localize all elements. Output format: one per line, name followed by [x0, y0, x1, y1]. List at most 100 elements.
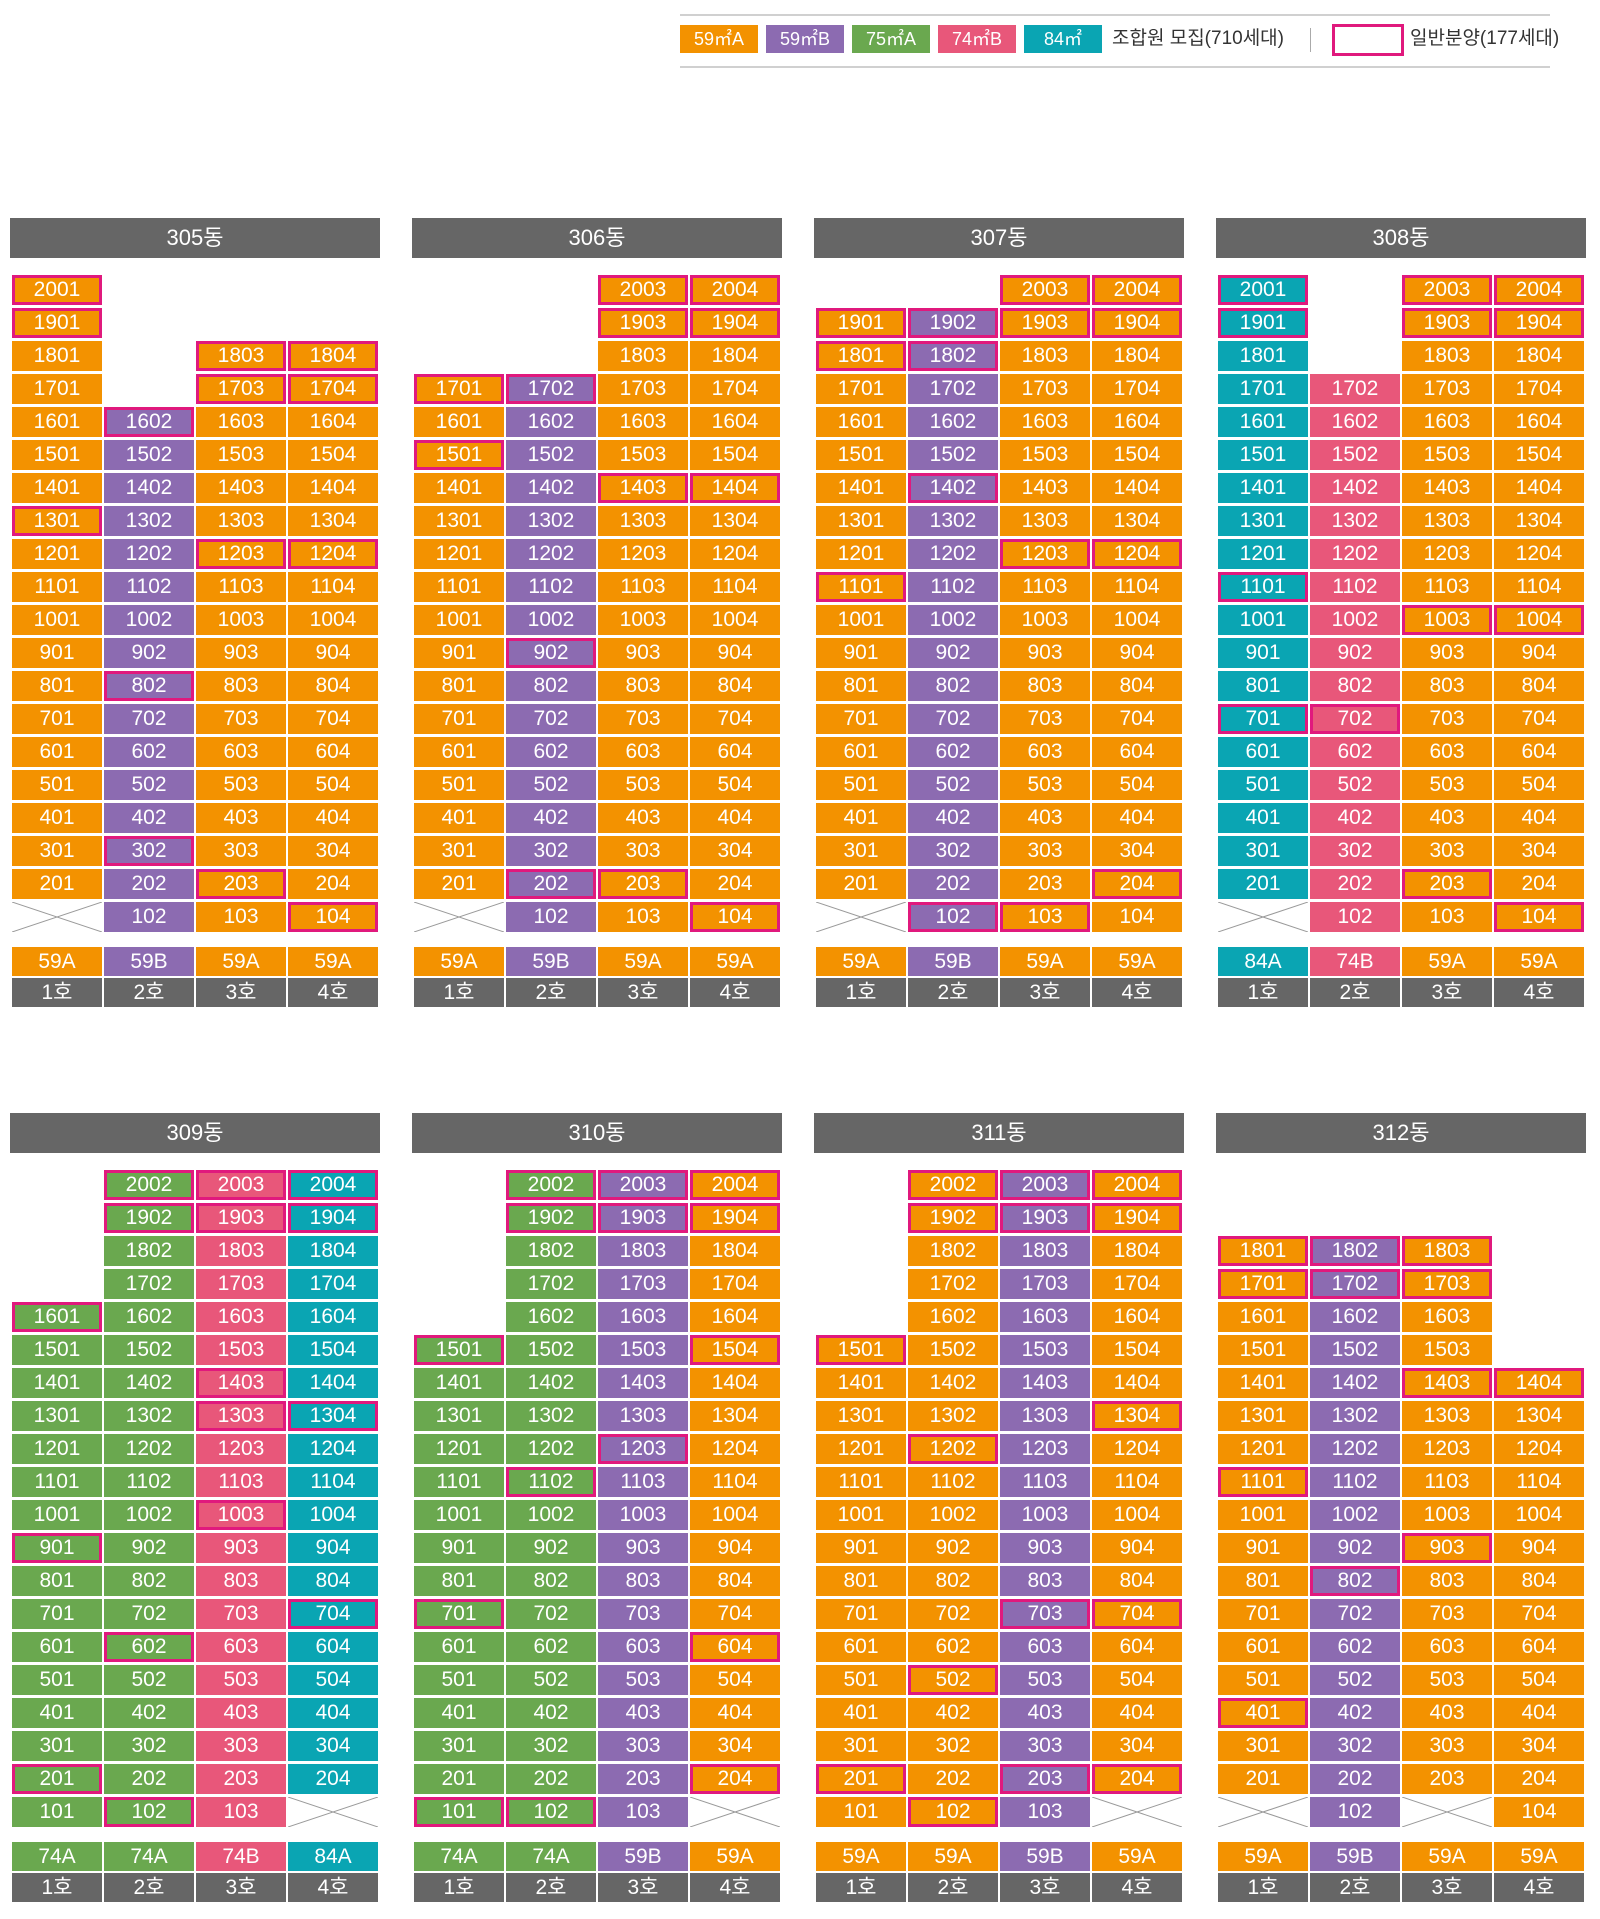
unit-cell-1201: 1201 — [12, 1434, 102, 1464]
unit-cell-1303: 1303 — [1402, 506, 1492, 536]
unit-cell-1802: 1802 — [506, 1236, 596, 1266]
unit-cell-203: 203 — [1000, 1764, 1090, 1794]
unit-cell-1402: 1402 — [506, 473, 596, 503]
unit-cell-603: 603 — [1000, 1632, 1090, 1662]
unit-cell-104: 104 — [1494, 1797, 1584, 1827]
unit-cell-904: 904 — [1092, 1533, 1182, 1563]
unit-cell-302: 302 — [1310, 1731, 1400, 1761]
unit-cell-1703: 1703 — [598, 374, 688, 404]
unit-type-label: 59A — [1402, 947, 1492, 976]
unit-cell-1704: 1704 — [1494, 374, 1584, 404]
unit-cell-704: 704 — [1494, 704, 1584, 734]
unit-cell-401: 401 — [12, 1698, 102, 1728]
unit-cell-1601: 1601 — [12, 1302, 102, 1332]
unit-number-label: 1호 — [414, 978, 504, 1007]
unit-cell-1104: 1104 — [1092, 572, 1182, 602]
unit-cell-103: 103 — [598, 1797, 688, 1827]
unit-cell-403: 403 — [1402, 803, 1492, 833]
unit-number-label: 4호 — [690, 1873, 780, 1902]
unit-cell-901: 901 — [1218, 638, 1308, 668]
unit-cell-602: 602 — [506, 737, 596, 767]
unit-cell-204: 204 — [288, 869, 378, 899]
unit-cell-1003: 1003 — [598, 1500, 688, 1530]
unit-cell-102: 102 — [908, 902, 998, 932]
unit-cell-903: 903 — [1402, 1533, 1492, 1563]
unit-cell-401: 401 — [816, 1698, 906, 1728]
unit-cell-1104: 1104 — [690, 1467, 780, 1497]
unit-cell-2004: 2004 — [690, 1170, 780, 1200]
unit-cell-1604: 1604 — [1092, 407, 1182, 437]
unit-cell-804: 804 — [690, 671, 780, 701]
unit-cell-1904: 1904 — [690, 308, 780, 338]
unit-cell-604: 604 — [288, 737, 378, 767]
unit-cell-402: 402 — [104, 803, 194, 833]
unit-cell-1202: 1202 — [908, 1434, 998, 1464]
unit-cell-402: 402 — [1310, 1698, 1400, 1728]
unit-cell-503: 503 — [1402, 1665, 1492, 1695]
unit-number-label: 3호 — [1402, 978, 1492, 1007]
unit-cell-1402: 1402 — [104, 473, 194, 503]
unit-cell-1403: 1403 — [1402, 1368, 1492, 1398]
no-unit-cross-icon — [287, 1796, 379, 1828]
unit-cell-204: 204 — [1092, 1764, 1182, 1794]
legend-union-label: 조합원 모집(710세대) — [1112, 28, 1284, 49]
unit-cell-1203: 1203 — [1402, 539, 1492, 569]
unit-cell-204: 204 — [1092, 869, 1182, 899]
unit-cell-1504: 1504 — [1494, 440, 1584, 470]
unit-cell-1604: 1604 — [288, 1302, 378, 1332]
unit-number-label: 4호 — [1494, 1873, 1584, 1902]
unit-cell-702: 702 — [506, 704, 596, 734]
unit-cell-1304: 1304 — [288, 1401, 378, 1431]
unit-cell-1104: 1104 — [690, 572, 780, 602]
no-unit-cross-icon — [1401, 1796, 1493, 1828]
unit-cell-1401: 1401 — [1218, 1368, 1308, 1398]
unit-cell-1602: 1602 — [1310, 407, 1400, 437]
unit-cell-1604: 1604 — [690, 1302, 780, 1332]
unit-cell-804: 804 — [1092, 671, 1182, 701]
unit-cell-501: 501 — [414, 770, 504, 800]
unit-number-label: 2호 — [1310, 1873, 1400, 1902]
unit-type-label: 59A — [12, 947, 102, 976]
unit-cell-404: 404 — [1092, 1698, 1182, 1728]
unit-cell-303: 303 — [196, 1731, 286, 1761]
unit-cell-1502: 1502 — [908, 440, 998, 470]
unit-cell-703: 703 — [196, 704, 286, 734]
unit-type-label: 59B — [1000, 1842, 1090, 1871]
legend-swatch-84A: 84㎡ — [1024, 25, 1102, 53]
unit-cell-602: 602 — [908, 1632, 998, 1662]
unit-cell-1503: 1503 — [1402, 1335, 1492, 1365]
unit-type-label: 59B — [598, 1842, 688, 1871]
unit-cell-1704: 1704 — [288, 374, 378, 404]
unit-cell-901: 901 — [414, 638, 504, 668]
unit-cell-701: 701 — [816, 704, 906, 734]
unit-cell-504: 504 — [1494, 1665, 1584, 1695]
unit-cell-1602: 1602 — [506, 407, 596, 437]
unit-cell-401: 401 — [414, 803, 504, 833]
unit-cell-1804: 1804 — [1092, 1236, 1182, 1266]
unit-cell-1203: 1203 — [196, 539, 286, 569]
unit-cell-1603: 1603 — [1402, 407, 1492, 437]
unit-cell-203: 203 — [1000, 869, 1090, 899]
unit-cell-702: 702 — [1310, 704, 1400, 734]
building-311동: 311동 1501 1401 1301 1201 1101 1001 901 801 701 601… — [814, 1113, 1192, 1913]
unit-cell-801: 801 — [12, 1566, 102, 1596]
unit-cell-1102: 1102 — [104, 572, 194, 602]
unit-cell-1102: 1102 — [1310, 1467, 1400, 1497]
unit-cell-501: 501 — [12, 1665, 102, 1695]
unit-cell-1603: 1603 — [1402, 1302, 1492, 1332]
unit-cell-1001: 1001 — [816, 1500, 906, 1530]
unit-cell-502: 502 — [506, 1665, 596, 1695]
unit-number-label: 1호 — [1218, 978, 1308, 1007]
unit-cell-604: 604 — [690, 737, 780, 767]
unit-cell-704: 704 — [690, 704, 780, 734]
unit-cell-301: 301 — [414, 1731, 504, 1761]
unit-cell-1401: 1401 — [12, 473, 102, 503]
unit-cell-302: 302 — [104, 836, 194, 866]
unit-cell-1703: 1703 — [196, 374, 286, 404]
unit-cell-503: 503 — [1000, 770, 1090, 800]
unit-cell-802: 802 — [908, 671, 998, 701]
unit-number-label: 3호 — [196, 978, 286, 1007]
unit-cell-1202: 1202 — [908, 539, 998, 569]
unit-cell-1204: 1204 — [1092, 1434, 1182, 1464]
unit-cell-1703: 1703 — [598, 1269, 688, 1299]
